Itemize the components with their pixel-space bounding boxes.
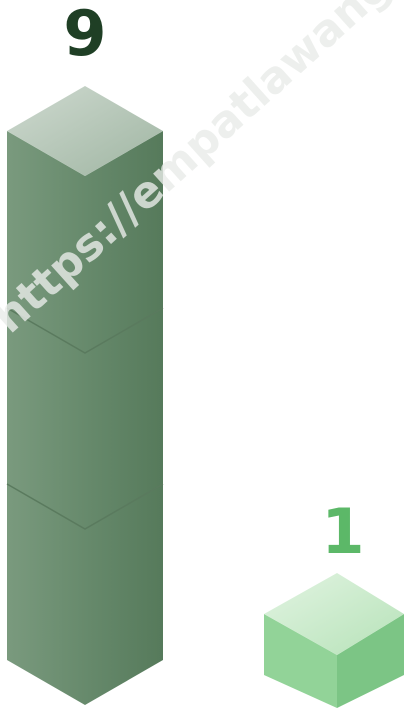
small-cube <box>264 573 404 708</box>
cube-seam <box>6 483 164 530</box>
tall-stack <box>6 86 164 705</box>
cube-right-face <box>337 614 404 708</box>
cube-seam <box>6 307 164 354</box>
value-label: 9 <box>63 0 106 70</box>
value-label: 1 <box>321 495 364 568</box>
stack-left-face <box>7 131 85 705</box>
stack-right-face <box>85 131 163 705</box>
stack-top-face <box>7 86 163 176</box>
cube-top-face <box>264 573 404 655</box>
cube-left-face <box>264 614 337 708</box>
